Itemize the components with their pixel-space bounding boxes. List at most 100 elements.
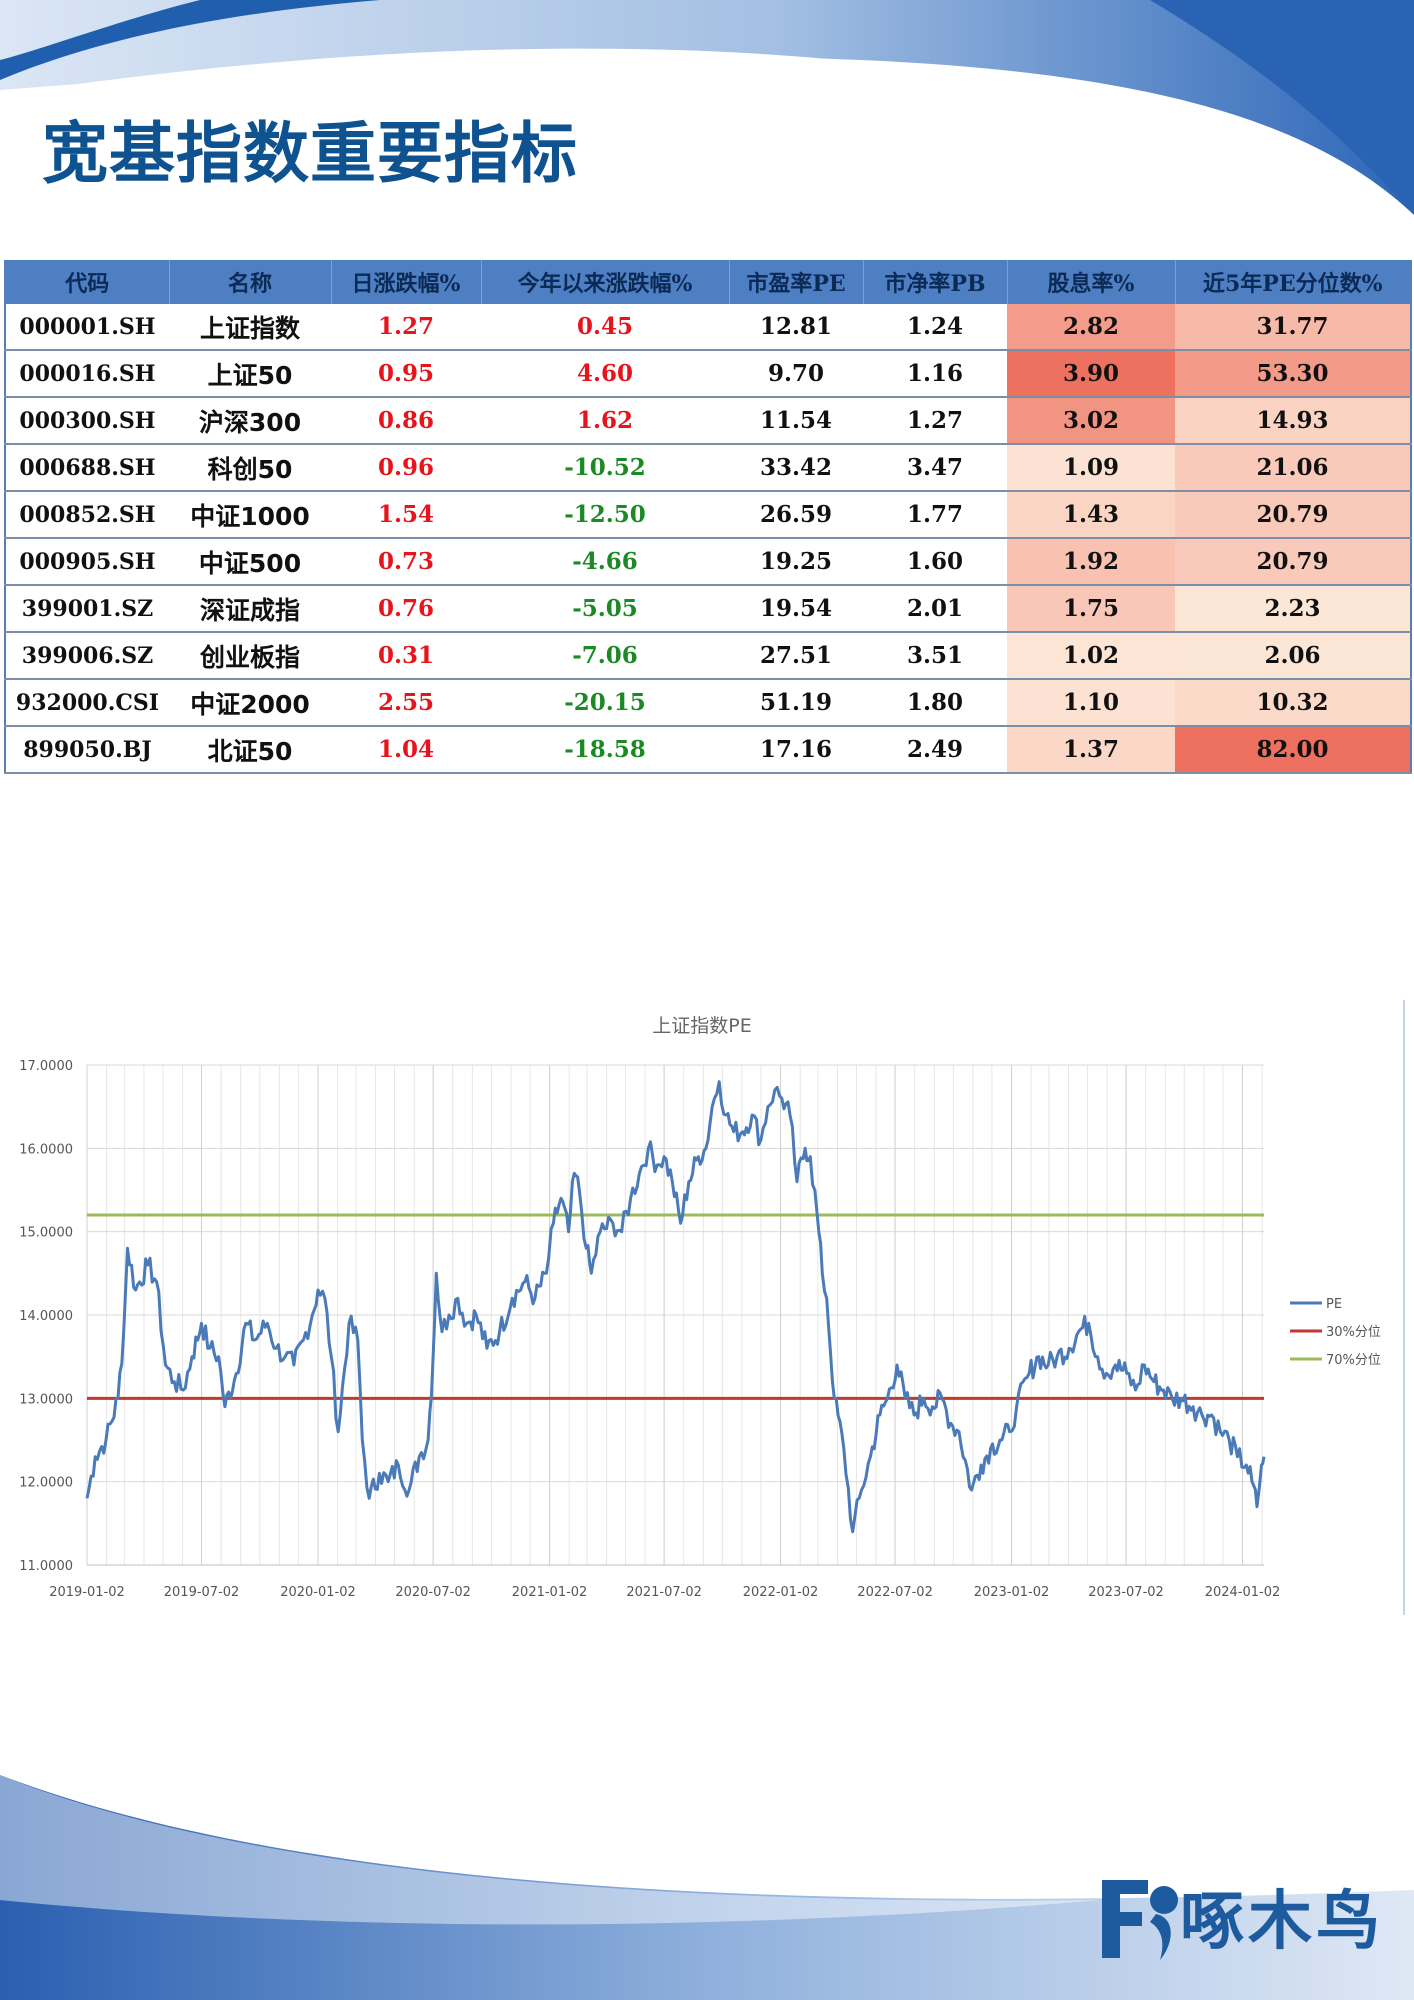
cell-code: 000001.SH [5,304,169,351]
x-tick-label: 2022-01-02 [743,1585,819,1600]
cell-pe: 19.25 [729,538,863,586]
cell-ytd-change: 1.62 [481,397,729,445]
y-tick-label: 14.0000 [19,1309,73,1324]
table-row: 399006.SZ 创业板指 0.31 -7.06 27.51 3.51 1.02 2.06 [5,632,1411,680]
y-tick-label: 15.0000 [19,1226,73,1241]
index-table: 代码 名称 日涨跌幅% 今年以来涨跌幅% 市盈率PE 市净率PB 股息率% 近5… [4,260,1412,774]
cell-dividend-yield: 1.43 [1007,491,1175,539]
table-row: 000001.SH 上证指数 1.27 0.45 12.81 1.24 2.82 31.77 [5,304,1411,351]
logo-bird-head-icon [1150,1886,1178,1914]
legend-label: 70%分位 [1326,1353,1381,1368]
cell-pe: 27.51 [729,632,863,680]
cell-day-change: 0.96 [331,444,481,492]
series-line-pe [85,1080,1266,1534]
cell-day-change: 0.86 [331,397,481,445]
cell-name: 上证50 [169,350,331,398]
cell-day-change: 1.27 [331,304,481,351]
cell-pb: 3.51 [863,632,1007,680]
cell-pb: 3.47 [863,444,1007,492]
x-tick-label: 2020-01-02 [280,1585,356,1600]
cell-ytd-change: 4.60 [481,350,729,398]
x-tick-label: 2023-07-02 [1088,1585,1164,1600]
table-row: 399001.SZ 深证成指 0.76 -5.05 19.54 2.01 1.75 2.23 [5,585,1411,633]
cell-pb: 1.27 [863,397,1007,445]
cell-day-change: 0.31 [331,632,481,680]
cell-pe: 33.42 [729,444,863,492]
x-tick-label: 2021-07-02 [626,1585,702,1600]
cell-day-change: 1.54 [331,491,481,539]
y-tick-label: 13.0000 [19,1392,73,1407]
cell-code: 000016.SH [5,350,169,398]
cell-name: 中证500 [169,538,331,586]
cell-ytd-change: 0.45 [481,304,729,351]
x-tick-label: 2019-01-02 [49,1585,125,1600]
cell-day-change: 1.04 [331,726,481,774]
header-pe-percentile: 近5年PE分位数% [1174,260,1411,304]
cell-ytd-change: -5.05 [481,585,729,633]
y-tick-label: 17.0000 [19,1059,73,1074]
table-row: 000300.SH 沪深300 0.86 1.62 11.54 1.27 3.02 14.93 [5,397,1411,445]
top-wave-dark [1150,0,1414,215]
header-name: 名称 [168,260,331,304]
cell-pe: 9.70 [729,350,863,398]
cell-ytd-change: -12.50 [481,491,729,539]
cell-pe: 51.19 [729,679,863,727]
cell-pe: 26.59 [729,491,863,539]
header-dividend-yield: 股息率% [1006,260,1175,304]
cell-day-change: 2.55 [331,679,481,727]
cell-dividend-yield: 3.02 [1007,397,1175,445]
top-wave [0,0,1414,215]
cell-day-change: 0.73 [331,538,481,586]
cell-pe-percentile: 10.32 [1175,679,1411,727]
table-row: 899050.BJ 北证50 1.04 -18.58 17.16 2.49 1.37 82.0… [5,726,1411,774]
pe-chart-svg: 上证指数PE 11.0000 12.0000 13.0000 14.0000 15.00… [19,1015,1381,1600]
cell-code: 399001.SZ [5,585,169,633]
cell-name: 中证2000 [169,679,331,727]
brand-name: 啄木鸟 [1180,1885,1384,1959]
x-tick-label: 2021-01-02 [512,1585,588,1600]
y-tick-label: 11.0000 [19,1559,73,1574]
x-tick-label: 2020-07-02 [395,1585,471,1600]
bottom-wave [0,1775,1414,2000]
table-row: 000905.SH 中证500 0.73 -4.66 19.25 1.60 1.92 20.7… [5,538,1411,586]
header-pb: 市净率PB [862,260,1007,304]
y-tick-label: 12.0000 [19,1476,73,1491]
cell-code: 899050.BJ [5,726,169,774]
cell-code: 932000.CSI [5,679,169,727]
page-title: 宽基指数重要指标 [42,115,578,192]
cell-pb: 1.80 [863,679,1007,727]
cell-name: 深证成指 [169,585,331,633]
cell-dividend-yield: 2.82 [1007,304,1175,351]
pe-chart: 上证指数PE 11.0000 12.0000 13.0000 14.0000 15.00… [0,1005,1414,1610]
cell-code: 000905.SH [5,538,169,586]
cell-pe: 19.54 [729,585,863,633]
cell-dividend-yield: 1.02 [1007,632,1175,680]
cell-name: 创业板指 [169,632,331,680]
cell-dividend-yield: 1.10 [1007,679,1175,727]
cell-pe-percentile: 53.30 [1175,350,1411,398]
cell-pe-percentile: 20.79 [1175,538,1411,586]
cell-pb: 2.01 [863,585,1007,633]
x-tick-label: 2022-07-02 [857,1585,933,1600]
y-tick-label: 16.0000 [19,1142,73,1157]
cell-pe-percentile: 82.00 [1175,726,1411,774]
cell-ytd-change: -10.52 [481,444,729,492]
cell-day-change: 0.95 [331,350,481,398]
cell-code: 000688.SH [5,444,169,492]
cell-name: 科创50 [169,444,331,492]
cell-pe: 12.81 [729,304,863,351]
chart-title: 上证指数PE [652,1015,751,1037]
legend-label: PE [1326,1297,1342,1312]
cell-name: 北证50 [169,726,331,774]
cell-day-change: 0.76 [331,585,481,633]
header-code: 代码 [4,260,169,304]
cell-dividend-yield: 1.75 [1007,585,1175,633]
table-header-row: 代码 名称 日涨跌幅% 今年以来涨跌幅% 市盈率PE 市净率PB 股息率% 近5… [4,260,1411,304]
cell-pe-percentile: 2.23 [1175,585,1411,633]
header-ytd-change: 今年以来涨跌幅% [480,260,729,304]
cell-pe-percentile: 14.93 [1175,397,1411,445]
brand-logo [1102,1880,1178,1960]
table-row: 000688.SH 科创50 0.96 -10.52 33.42 3.47 1.09 21.0… [5,444,1411,492]
bottom-swoosh [0,1775,1100,1925]
